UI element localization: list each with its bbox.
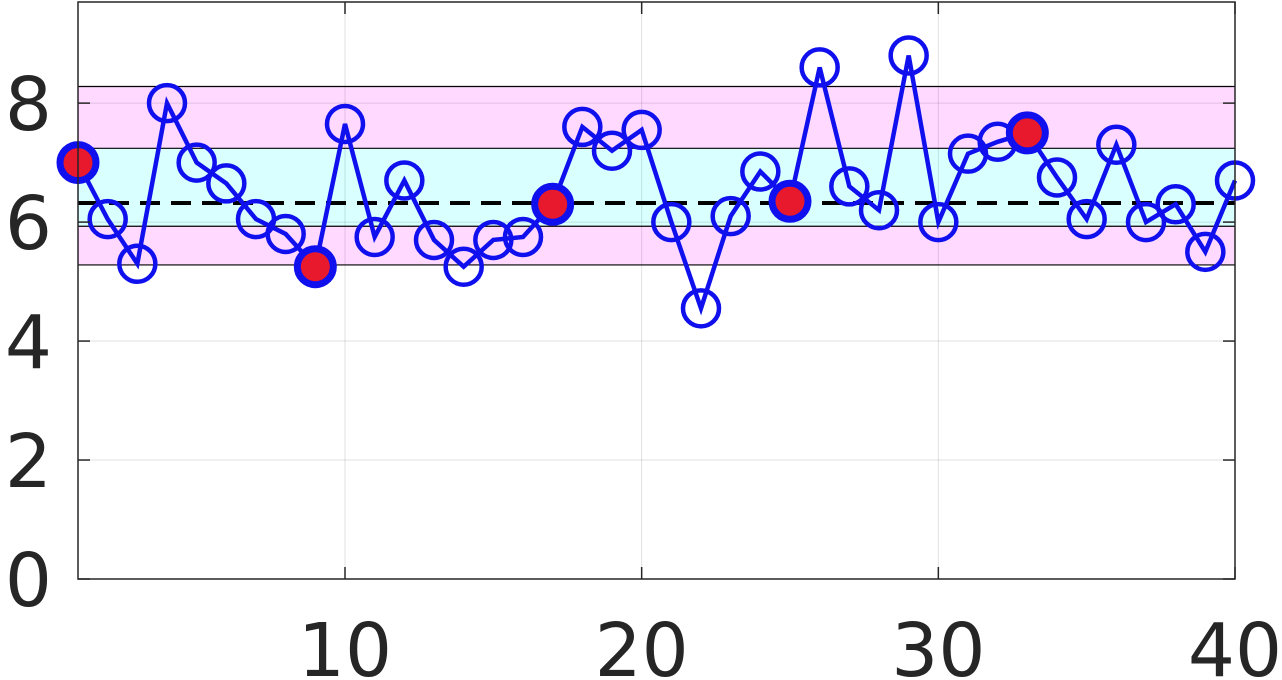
data-point [1125, 201, 1167, 243]
data-point [146, 82, 188, 124]
data-point [1185, 231, 1226, 273]
data-point [413, 219, 455, 261]
data-point [473, 219, 514, 261]
data-point [918, 201, 959, 243]
data-point [591, 130, 633, 171]
data-point [829, 166, 870, 207]
x-tick-label: 10 [298, 608, 392, 680]
x-tick-label: 40 [1188, 608, 1282, 680]
data-point [740, 151, 781, 192]
y-tick-label: 4 [5, 300, 52, 386]
data-point [443, 246, 484, 287]
data-point [1096, 124, 1137, 166]
data-point [1036, 157, 1078, 198]
data-point [1155, 183, 1196, 225]
data-point [502, 216, 544, 258]
data-point [206, 163, 247, 204]
data-point [621, 109, 662, 151]
x-tick-label: 30 [891, 608, 985, 680]
data-point [324, 103, 366, 145]
data-point [888, 35, 929, 76]
data-point [117, 243, 158, 284]
data-point [1066, 198, 1107, 240]
highlighted-point [768, 179, 812, 223]
data-point [87, 198, 128, 240]
data-point [680, 288, 722, 329]
y-tick-label: 2 [5, 419, 52, 505]
data-point [651, 201, 692, 243]
y-tick-label: 8 [5, 62, 52, 148]
highlighted-point [531, 182, 575, 226]
data-point [562, 106, 603, 148]
data-point [176, 142, 217, 183]
data-point [265, 213, 306, 255]
highlighted-point [1005, 111, 1049, 155]
y-tick-label: 0 [5, 538, 52, 624]
data-point [710, 195, 751, 237]
highlighted-point [293, 245, 337, 289]
data-point [384, 160, 425, 201]
data-point [354, 216, 395, 258]
x-tick-label: 20 [595, 608, 689, 680]
data-point [799, 47, 840, 88]
axes-box [77, 1, 1236, 580]
y-tick-label: 6 [5, 181, 52, 267]
data-point [858, 189, 900, 231]
